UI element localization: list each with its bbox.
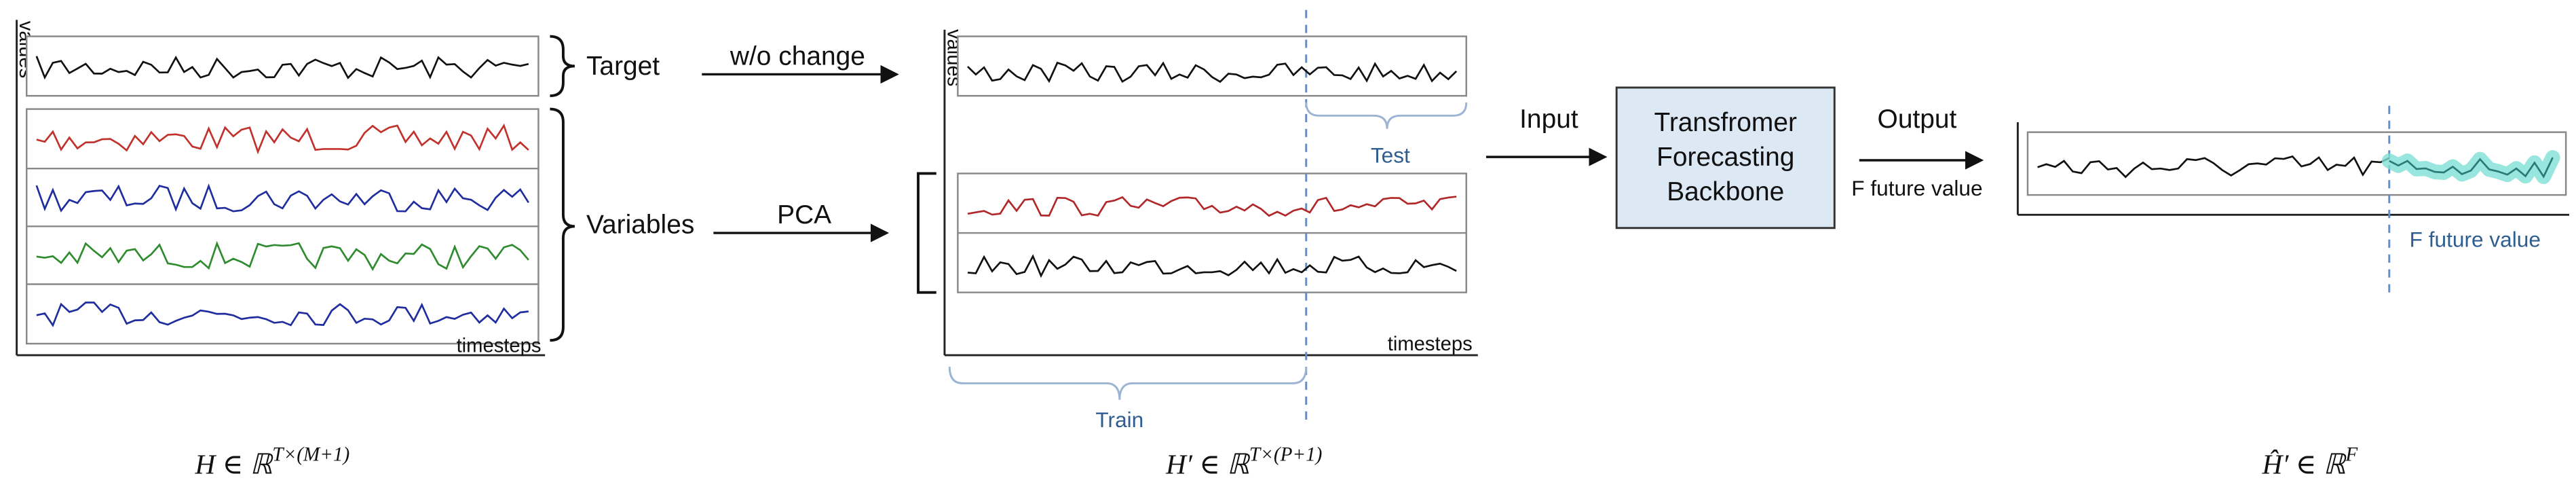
formula-sup: T×(P+1) [1249, 443, 1323, 465]
series-line [35, 55, 529, 80]
future-label: F future value [2410, 227, 2541, 252]
backbone-box [1615, 86, 1836, 230]
backbone-label: Backbone [1667, 177, 1784, 206]
backbone-label: Transfromer [1654, 108, 1797, 137]
formula-base: H′ ∈ ℝ [1165, 449, 1251, 480]
series-line [2389, 157, 2554, 179]
series-line [967, 61, 1458, 84]
train-brace [948, 367, 1308, 400]
train-label: Train [1095, 407, 1143, 432]
brace [550, 107, 575, 342]
series-line [36, 123, 529, 155]
x-axis-label: timesteps [1388, 333, 1473, 355]
axes [943, 29, 1478, 357]
backbone-label: Forecasting [1656, 143, 1794, 172]
formula: H ∈ ℝT×(M+1) [194, 443, 349, 480]
brace [550, 35, 575, 98]
series-group [35, 55, 2560, 327]
arrow-label: PCA [777, 200, 831, 230]
formula: Ĥ′ ∈ ℝF [2261, 443, 2358, 480]
target-label: Target [586, 52, 660, 81]
series-line [2037, 155, 2390, 179]
series-line [36, 240, 529, 272]
target-box [957, 35, 1467, 97]
series-line [967, 196, 1457, 217]
bracket [917, 172, 936, 294]
series-line [967, 254, 1457, 278]
formula-sup: F [2345, 443, 2358, 465]
axes [2016, 122, 2569, 216]
axes [16, 20, 546, 357]
variables-label: Variables [586, 211, 694, 240]
test-brace [1305, 102, 1468, 129]
series-line [36, 302, 529, 327]
formula-base: Ĥ′ ∈ ℝ [2261, 449, 2347, 480]
formula-base: H ∈ ℝ [194, 449, 273, 480]
arrow-label: Input [1519, 105, 1578, 134]
arrow-label: Output [1878, 105, 1957, 134]
formula-sup: T×(M+1) [272, 443, 349, 465]
x-axis-label: timesteps [457, 335, 542, 357]
series-line [35, 183, 529, 213]
formula: H′ ∈ ℝT×(P+1) [1165, 443, 1322, 480]
test-label: Test [1371, 143, 1410, 167]
arrow-label: w/o change [730, 41, 865, 71]
arrow-note: F future value [1851, 176, 1982, 200]
